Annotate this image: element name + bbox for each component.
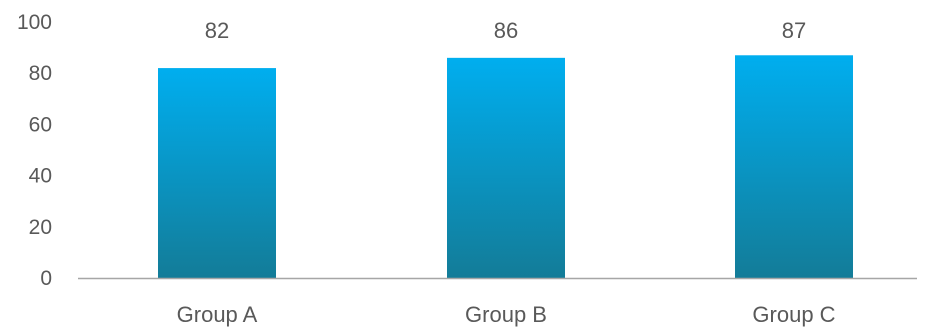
data-label: 82 [205, 18, 229, 43]
x-tick-label: Group A [177, 302, 258, 327]
bar-group-c [735, 55, 853, 278]
y-tick-label: 40 [29, 165, 52, 188]
y-axis: 0 20 40 60 80 100 [17, 11, 52, 290]
y-tick-label: 100 [17, 11, 52, 34]
data-label: 86 [494, 18, 518, 43]
x-tick-label: Group B [465, 302, 547, 327]
data-label: 87 [782, 18, 806, 43]
y-tick-label: 80 [29, 62, 52, 85]
y-tick-label: 20 [29, 216, 52, 239]
data-labels: 82 86 87 [205, 18, 806, 43]
y-tick-label: 60 [29, 113, 52, 136]
bar-group-a [158, 68, 276, 278]
x-tick-label: Group C [752, 302, 835, 327]
bars [158, 55, 853, 279]
bar-group-b [447, 57, 565, 279]
y-tick-label: 0 [40, 267, 52, 290]
x-axis: Group A Group B Group C [177, 302, 836, 327]
